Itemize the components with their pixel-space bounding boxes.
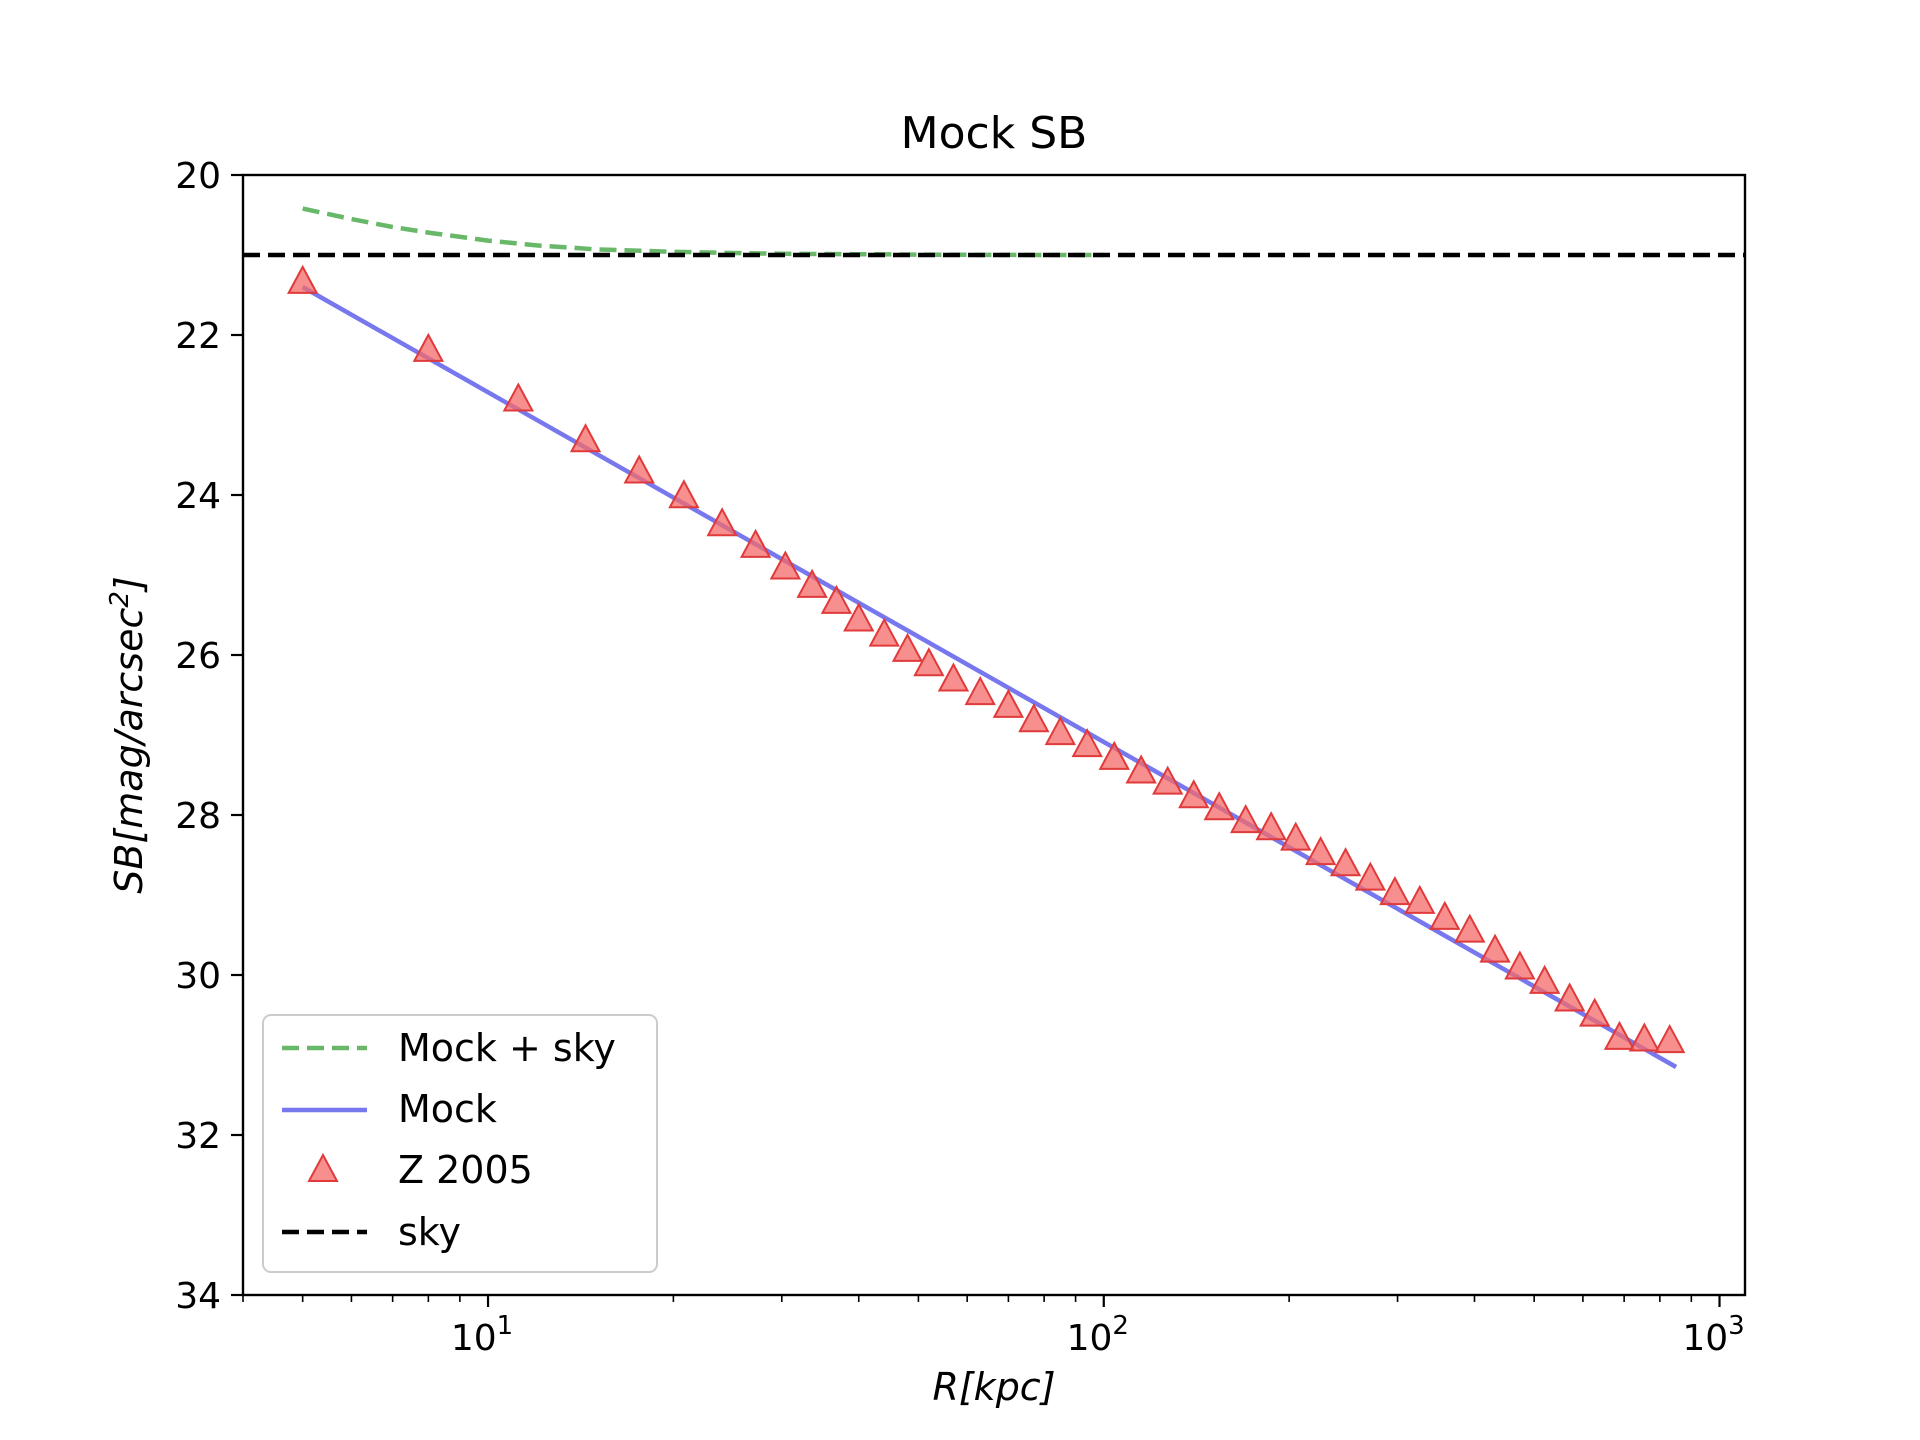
z2005-point <box>992 688 1025 718</box>
y-axis-label-sup: 2 <box>105 591 135 608</box>
z2005-point <box>668 479 700 509</box>
z2005-point <box>1304 835 1337 866</box>
plot-frame <box>241 173 1747 1297</box>
y-tick-label: 26 <box>175 636 221 677</box>
z2005-point <box>623 454 655 484</box>
z2005-point <box>1504 950 1536 980</box>
z2005-point <box>1229 803 1262 834</box>
z2005-point <box>1203 791 1235 821</box>
z2005-point <box>1280 821 1312 851</box>
z2005-point <box>739 528 772 558</box>
z2005-point <box>706 507 738 537</box>
y-axis-label-main: SB <box>107 844 151 894</box>
z2005-point <box>1098 740 1130 770</box>
z2005-point <box>796 568 828 598</box>
z2005-point <box>1071 727 1103 758</box>
z2005-point <box>1628 1022 1661 1052</box>
z2005-point <box>1329 847 1362 877</box>
y-tick-label: 22 <box>175 316 221 357</box>
z2005-point <box>1429 900 1461 930</box>
z2005-point <box>868 617 900 647</box>
y-tick-label: 20 <box>175 156 221 197</box>
z2005-point <box>1603 1020 1636 1050</box>
z2005-point <box>1152 765 1184 795</box>
z2005-point <box>1528 964 1561 994</box>
z2005-point <box>1178 779 1210 809</box>
x-tick-label: 101 <box>451 1311 513 1359</box>
chart-title: Mock SB <box>901 108 1088 159</box>
legend-label-mock-sky: Mock + sky <box>398 1026 616 1070</box>
x-tick-label: 103 <box>1682 1311 1744 1359</box>
y-axis-label: SB[mag/arcsec2] <box>105 576 151 894</box>
y-tick-label: 32 <box>175 1116 221 1157</box>
z2005-point <box>1354 861 1387 891</box>
x-axis-label-main: R <box>932 1365 958 1409</box>
z2005-point <box>769 550 802 580</box>
z2005-point <box>1454 913 1486 943</box>
z2005-point <box>1125 754 1157 784</box>
legend: Mock + sky Mock Z 2005 sky <box>262 1014 658 1273</box>
y-axis-ticks: 20 22 24 26 28 30 32 34 <box>175 156 243 1317</box>
z2005-point <box>412 332 445 362</box>
z2005-point <box>1044 715 1076 746</box>
series-mock <box>301 285 1678 1069</box>
legend-label-z2005: Z 2005 <box>398 1148 533 1192</box>
z2005-point <box>1654 1023 1686 1054</box>
z2005-point <box>1579 997 1611 1027</box>
z2005-point <box>820 584 853 614</box>
y-axis-label-close: ] <box>107 576 151 593</box>
y-tick-label: 24 <box>175 476 221 517</box>
y-tick-label: 28 <box>175 796 221 837</box>
x-tick-label: 102 <box>1067 1311 1129 1359</box>
z2005-point <box>891 632 924 662</box>
z2005-point <box>913 647 945 677</box>
z2005-point <box>1018 703 1050 733</box>
z2005-point <box>843 602 875 632</box>
y-axis-label-unit: [mag/arcsec <box>107 608 151 844</box>
z2005-point <box>502 382 535 412</box>
y-tick-label: 34 <box>175 1276 221 1317</box>
y-tick-label: 30 <box>175 956 221 997</box>
z2005-point <box>1379 875 1411 906</box>
legend-swatch-z2005 <box>307 1152 339 1182</box>
z2005-point <box>937 662 970 692</box>
x-axis-ticks: 101 102 103 <box>242 1295 1745 1359</box>
z2005-point <box>1479 933 1511 963</box>
x-axis-label: R[kpc] <box>932 1365 1055 1409</box>
legend-box <box>262 1014 658 1273</box>
z2005-point <box>569 423 602 453</box>
z2005-point <box>964 675 996 706</box>
series-layer <box>243 206 1745 1069</box>
z2005-point <box>1553 982 1586 1012</box>
legend-label-sky: sky <box>398 1210 461 1254</box>
z2005-point <box>1404 884 1436 914</box>
z2005-point <box>1255 811 1287 841</box>
x-axis-label-unit: [kpc] <box>959 1365 1056 1409</box>
legend-label-mock: Mock <box>398 1087 497 1131</box>
z2005-point <box>286 264 319 294</box>
